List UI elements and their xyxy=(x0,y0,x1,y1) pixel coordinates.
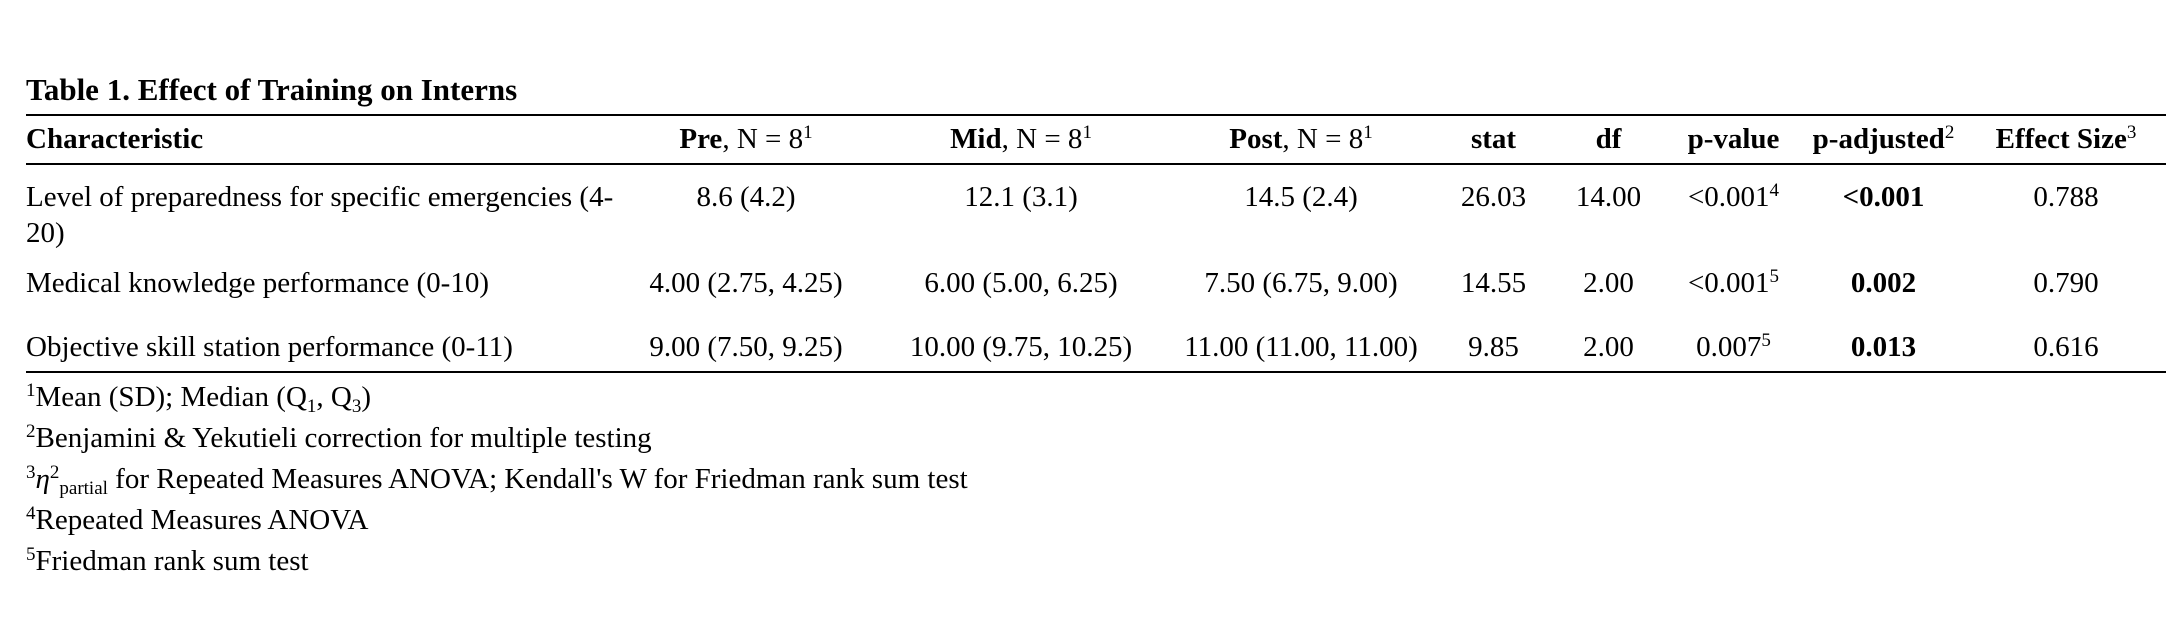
cell-pvalue: <0.0015 xyxy=(1687,266,1780,299)
cell-df: 14.00 xyxy=(1575,181,1642,213)
table-row: Medical knowledge performance (0-10) 4.0… xyxy=(26,265,2166,329)
cell-pre: 4.00 (2.75, 4.25) xyxy=(649,267,843,299)
header-padjusted: p-adjusted2 xyxy=(1812,122,1955,155)
cell-post: 11.00 (11.00, 11.00) xyxy=(1184,331,1418,363)
header-effect-size: Effect Size3 xyxy=(1995,122,2137,155)
eta-symbol: η xyxy=(35,463,50,495)
cell-pvalue: 0.0075 xyxy=(1696,330,1771,363)
header-pre: Pre, N = 81 xyxy=(679,122,813,155)
cell-pre: 8.6 (4.2) xyxy=(696,181,796,213)
cell-mid: 6.00 (5.00, 6.25) xyxy=(924,267,1118,299)
cell-pre: 9.00 (7.50, 9.25) xyxy=(649,331,843,363)
header-pvalue: p-value xyxy=(1687,123,1780,155)
cell-df: 2.00 xyxy=(1583,331,1634,363)
cell-mid: 10.00 (9.75, 10.25) xyxy=(909,331,1133,363)
cell-effect-size: 0.788 xyxy=(2033,181,2099,213)
cell-characteristic: Objective skill station performance (0-1… xyxy=(26,331,513,363)
cell-stat: 9.85 xyxy=(1468,331,1519,363)
cell-stat: 26.03 xyxy=(1460,181,1527,213)
table-title: Table 1. Effect of Training on Interns xyxy=(26,72,518,107)
cell-characteristic: Medical knowledge performance (0-10) xyxy=(26,267,489,299)
cell-padjusted: 0.002 xyxy=(1850,267,1917,299)
cell-post: 7.50 (6.75, 9.00) xyxy=(1204,267,1398,299)
table-row: Objective skill station performance (0-1… xyxy=(26,329,2166,372)
cell-effect-size: 0.790 xyxy=(2033,267,2099,299)
cell-effect-size: 0.616 xyxy=(2033,331,2099,363)
table-row: Level of preparedness for specific emerg… xyxy=(26,164,2166,265)
footnote-1: 1Mean (SD); Median (Q1, Q3) xyxy=(26,380,372,417)
cell-mid: 12.1 (3.1) xyxy=(964,181,1078,213)
table-container: Table 1. Effect of Training on Interns C… xyxy=(26,68,2166,582)
header-stat: stat xyxy=(1470,123,1517,155)
footnote-3: 3η2partial for Repeated Measures ANOVA; … xyxy=(26,462,968,499)
cell-stat: 14.55 xyxy=(1460,267,1527,299)
cell-characteristic: Level of preparedness for specific emerg… xyxy=(26,181,614,249)
footnote-4: 4Repeated Measures ANOVA xyxy=(26,503,369,536)
footnote-2: 2Benjamini & Yekutieli correction for mu… xyxy=(26,421,652,454)
header-post: Post, N = 81 xyxy=(1229,122,1373,155)
header-df: df xyxy=(1595,123,1622,155)
cell-post: 14.5 (2.4) xyxy=(1244,181,1358,213)
header-characteristic: Characteristic xyxy=(26,123,204,155)
cell-df: 2.00 xyxy=(1583,267,1634,299)
footnote-5: 5Friedman rank sum test xyxy=(26,544,309,577)
cell-pvalue: <0.0014 xyxy=(1687,180,1780,213)
cell-padjusted: <0.001 xyxy=(1842,181,1925,213)
cell-padjusted: 0.013 xyxy=(1850,331,1917,363)
header-mid: Mid, N = 81 xyxy=(950,122,1092,155)
header-row: Characteristic Pre, N = 81 Mid, N = 81 P… xyxy=(26,115,2166,164)
results-table: Characteristic Pre, N = 81 Mid, N = 81 P… xyxy=(26,114,2166,373)
footnotes: 1Mean (SD); Median (Q1, Q3) 2Benjamini &… xyxy=(26,377,2166,582)
